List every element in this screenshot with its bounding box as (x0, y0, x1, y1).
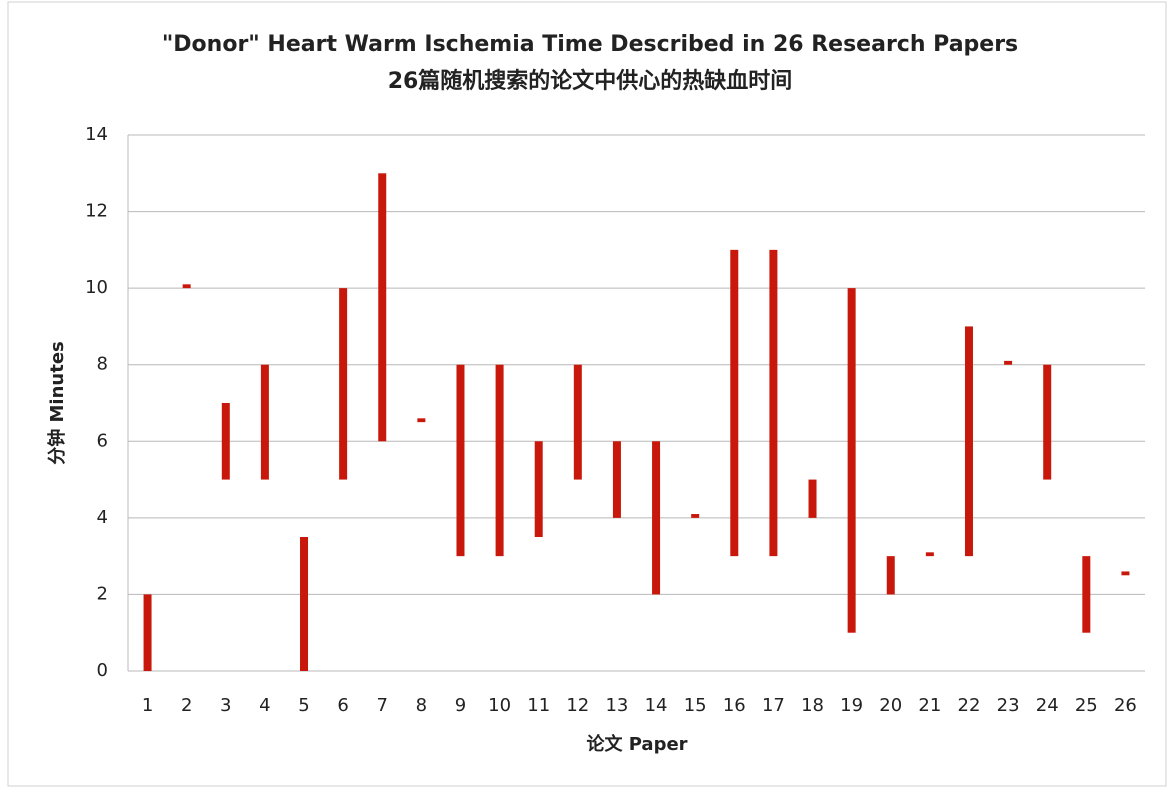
y-tick-label: 8 (97, 354, 108, 375)
range-bar (925, 552, 934, 557)
range-bar (495, 364, 504, 557)
x-tick-label: 25 (1075, 695, 1098, 716)
x-axis-title: 论文 Paper (586, 733, 687, 755)
range-bar (769, 249, 778, 557)
x-tick-label: 6 (337, 695, 348, 716)
range-bar (886, 556, 895, 595)
range-bar (808, 479, 817, 518)
range-bar (652, 441, 661, 595)
x-tick-label: 1 (142, 695, 153, 716)
range-bar (1121, 571, 1130, 576)
y-tick-label: 4 (97, 507, 108, 528)
range-bar (691, 514, 700, 518)
range-bar (182, 284, 191, 289)
x-tick-label: 3 (220, 695, 231, 716)
range-bar (221, 403, 230, 480)
range-bar (378, 173, 387, 442)
x-tick-label: 4 (259, 695, 270, 716)
range-bar (534, 441, 543, 537)
x-tick-label: 2 (181, 695, 192, 716)
y-tick-label: 6 (97, 430, 108, 451)
x-tick-label: 17 (762, 695, 785, 716)
x-tick-label: 24 (1036, 695, 1059, 716)
x-tick-label: 13 (605, 695, 628, 716)
x-tick-label: 10 (488, 695, 511, 716)
x-tick-label: 23 (997, 695, 1020, 716)
x-tick-label: 18 (801, 695, 824, 716)
range-bar (612, 441, 621, 518)
x-tick-label: 7 (377, 695, 388, 716)
range-bar (300, 537, 309, 671)
range-bar (417, 418, 426, 423)
x-tick-label: 5 (298, 695, 309, 716)
range-bar (1043, 364, 1052, 480)
y-axis-title: 分钟 Minutes (46, 341, 68, 465)
range-bar (573, 364, 582, 480)
range-bar (456, 364, 465, 557)
range-bar (730, 249, 739, 557)
x-tick-label: 22 (958, 695, 981, 716)
range-bar (964, 326, 973, 557)
x-tick-label: 11 (527, 695, 550, 716)
x-tick-label: 9 (455, 695, 466, 716)
range-bar (847, 288, 856, 633)
x-tick-label: 8 (416, 695, 427, 716)
range-bar (1004, 360, 1013, 365)
range-bar (1082, 556, 1091, 633)
chart-title: "Donor" Heart Warm Ischemia Time Describ… (162, 32, 1018, 57)
x-tick-label: 21 (918, 695, 941, 716)
x-tick-label: 16 (723, 695, 746, 716)
x-tick-label: 14 (645, 695, 668, 716)
range-bar (260, 364, 269, 480)
y-tick-label: 14 (85, 124, 108, 145)
chart-subtitle: 26篇随机搜索的论文中供心的热缺血时间 (388, 68, 793, 94)
x-tick-label: 12 (566, 695, 589, 716)
range-bar (339, 288, 348, 480)
y-tick-label: 12 (85, 201, 108, 222)
x-tick-label: 26 (1114, 695, 1137, 716)
chart-frame (7, 1, 1167, 787)
x-tick-label: 19 (840, 695, 863, 716)
y-tick-label: 10 (85, 277, 108, 298)
y-tick-label: 0 (97, 660, 108, 681)
x-tick-label: 20 (879, 695, 902, 716)
y-tick-label: 2 (97, 583, 108, 604)
range-bar (143, 594, 152, 671)
x-tick-label: 15 (684, 695, 707, 716)
